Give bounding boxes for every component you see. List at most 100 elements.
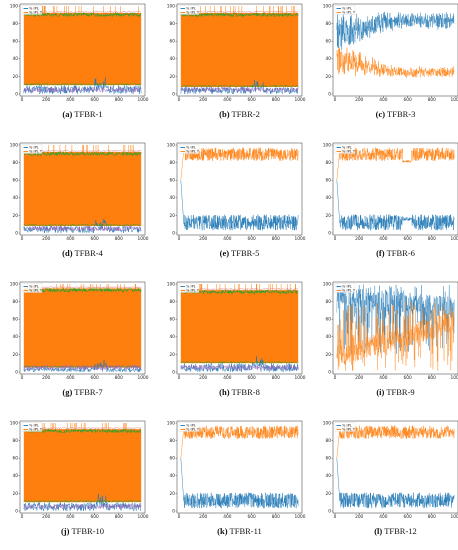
y-tick-label: 0 xyxy=(15,91,18,97)
x-tick-label: 0 xyxy=(334,236,337,242)
x-tick-label: 200 xyxy=(199,236,207,242)
y-tick-label: 60 xyxy=(170,317,176,323)
y-tick-label: 40 xyxy=(170,56,176,62)
legend: % IPL% IPL T xyxy=(178,283,200,293)
series-green-lower xyxy=(180,84,299,88)
panel-title: TFBR-6 xyxy=(384,248,415,258)
series-green-lower xyxy=(23,82,142,86)
x-tick-label: 0 xyxy=(21,236,24,242)
y-tick-label: 0 xyxy=(172,91,175,97)
chart-panel-tfbr-10: 0 20 40 60 80 100 0 200 400 600 800 1000% IPL% IPL … xyxy=(10,420,149,521)
legend-label: % IPL T xyxy=(29,11,43,15)
legend-label: % IPL T xyxy=(29,289,43,293)
panel-letter: (e) xyxy=(219,248,230,258)
legend-label: % IPL T xyxy=(29,150,43,154)
legend-box xyxy=(21,5,43,15)
x-tick-label: 400 xyxy=(66,375,74,381)
x-tick-label: 0 xyxy=(21,514,24,520)
y-tick-label: 80 xyxy=(13,438,19,444)
x-tick-label: 1000 xyxy=(295,97,306,103)
x-tick-label: 400 xyxy=(223,375,231,381)
x-tick-label: 200 xyxy=(42,375,50,381)
panel-letter: (a) xyxy=(62,109,73,119)
x-tick-label: 1000 xyxy=(451,514,458,520)
panel-letter: (d) xyxy=(62,248,73,258)
legend-label: % IPL T xyxy=(186,289,200,293)
y-tick-label: 20 xyxy=(13,213,19,219)
series-ipl-t-line xyxy=(180,425,299,459)
x-tick-label: 600 xyxy=(247,236,255,242)
x-tick-label: 200 xyxy=(355,375,363,381)
y-tick-label: 100 xyxy=(167,420,175,426)
series-ipl-line xyxy=(23,493,142,512)
x-tick-label: 600 xyxy=(90,514,98,520)
panel-caption: (i) TFBR-9 xyxy=(326,387,458,397)
series-ipl-t-line xyxy=(336,47,455,78)
panel-title: TFBR-10 xyxy=(69,526,105,536)
series-ipl-t-line xyxy=(336,147,455,181)
x-tick-label: 600 xyxy=(90,236,98,242)
x-tick-label: 400 xyxy=(223,514,231,520)
y-tick-label: 20 xyxy=(170,74,176,80)
y-tick-label: 0 xyxy=(172,230,175,236)
legend: % IPL% IPL T xyxy=(334,422,356,432)
panel-caption: (h) TFBR-8 xyxy=(170,387,310,397)
legend: % IPL% IPL T xyxy=(334,283,356,293)
x-tick-label: 800 xyxy=(428,97,436,103)
x-tick-label: 800 xyxy=(428,236,436,242)
series-purple-line xyxy=(23,225,142,232)
legend-label: % IPL T xyxy=(342,150,356,154)
x-tick-label: 200 xyxy=(199,375,207,381)
series-green-upper xyxy=(23,12,142,18)
y-tick-label: 20 xyxy=(170,491,176,497)
x-tick-label: 400 xyxy=(223,236,231,242)
legend-label: % IPL xyxy=(186,146,196,150)
plot-marks xyxy=(336,11,455,78)
y-tick-label: 40 xyxy=(13,473,19,479)
series-ipl-t-line xyxy=(180,147,299,181)
legend-label: % IPL T xyxy=(29,428,43,432)
plot-marks xyxy=(180,147,299,231)
y-tick-label: 80 xyxy=(13,299,19,305)
series-green-upper xyxy=(180,12,299,18)
y-tick-label: 40 xyxy=(326,56,332,62)
series-purple-line xyxy=(180,86,299,94)
y-tick-label: 40 xyxy=(326,473,332,479)
x-tick-label: 400 xyxy=(379,375,387,381)
x-tick-label: 1000 xyxy=(295,375,306,381)
plot-marks xyxy=(336,284,455,372)
y-tick-label: 60 xyxy=(326,456,332,462)
plot-marks xyxy=(180,425,299,509)
legend-box xyxy=(334,5,356,15)
panel-caption: (j) TFBR-10 xyxy=(13,526,153,536)
legend-box xyxy=(178,422,200,432)
series-green-upper xyxy=(23,428,142,434)
plot-marks xyxy=(336,425,455,509)
x-tick-label: 600 xyxy=(247,375,255,381)
y-tick-label: 80 xyxy=(326,299,332,305)
y-tick-label: 100 xyxy=(10,142,18,148)
legend-label: % IPL T xyxy=(342,428,356,432)
x-tick-label: 0 xyxy=(334,514,337,520)
y-tick-label: 40 xyxy=(326,195,332,201)
panel-caption: (g) TFBR-7 xyxy=(13,387,153,397)
x-tick-label: 600 xyxy=(90,97,98,103)
legend-label: % IPL xyxy=(342,285,352,289)
legend: % IPL% IPL T xyxy=(178,5,200,15)
legend-label: % IPL xyxy=(186,7,196,11)
y-tick-label: 60 xyxy=(326,39,332,45)
x-tick-label: 600 xyxy=(247,514,255,520)
series-ipl-line xyxy=(23,359,142,373)
